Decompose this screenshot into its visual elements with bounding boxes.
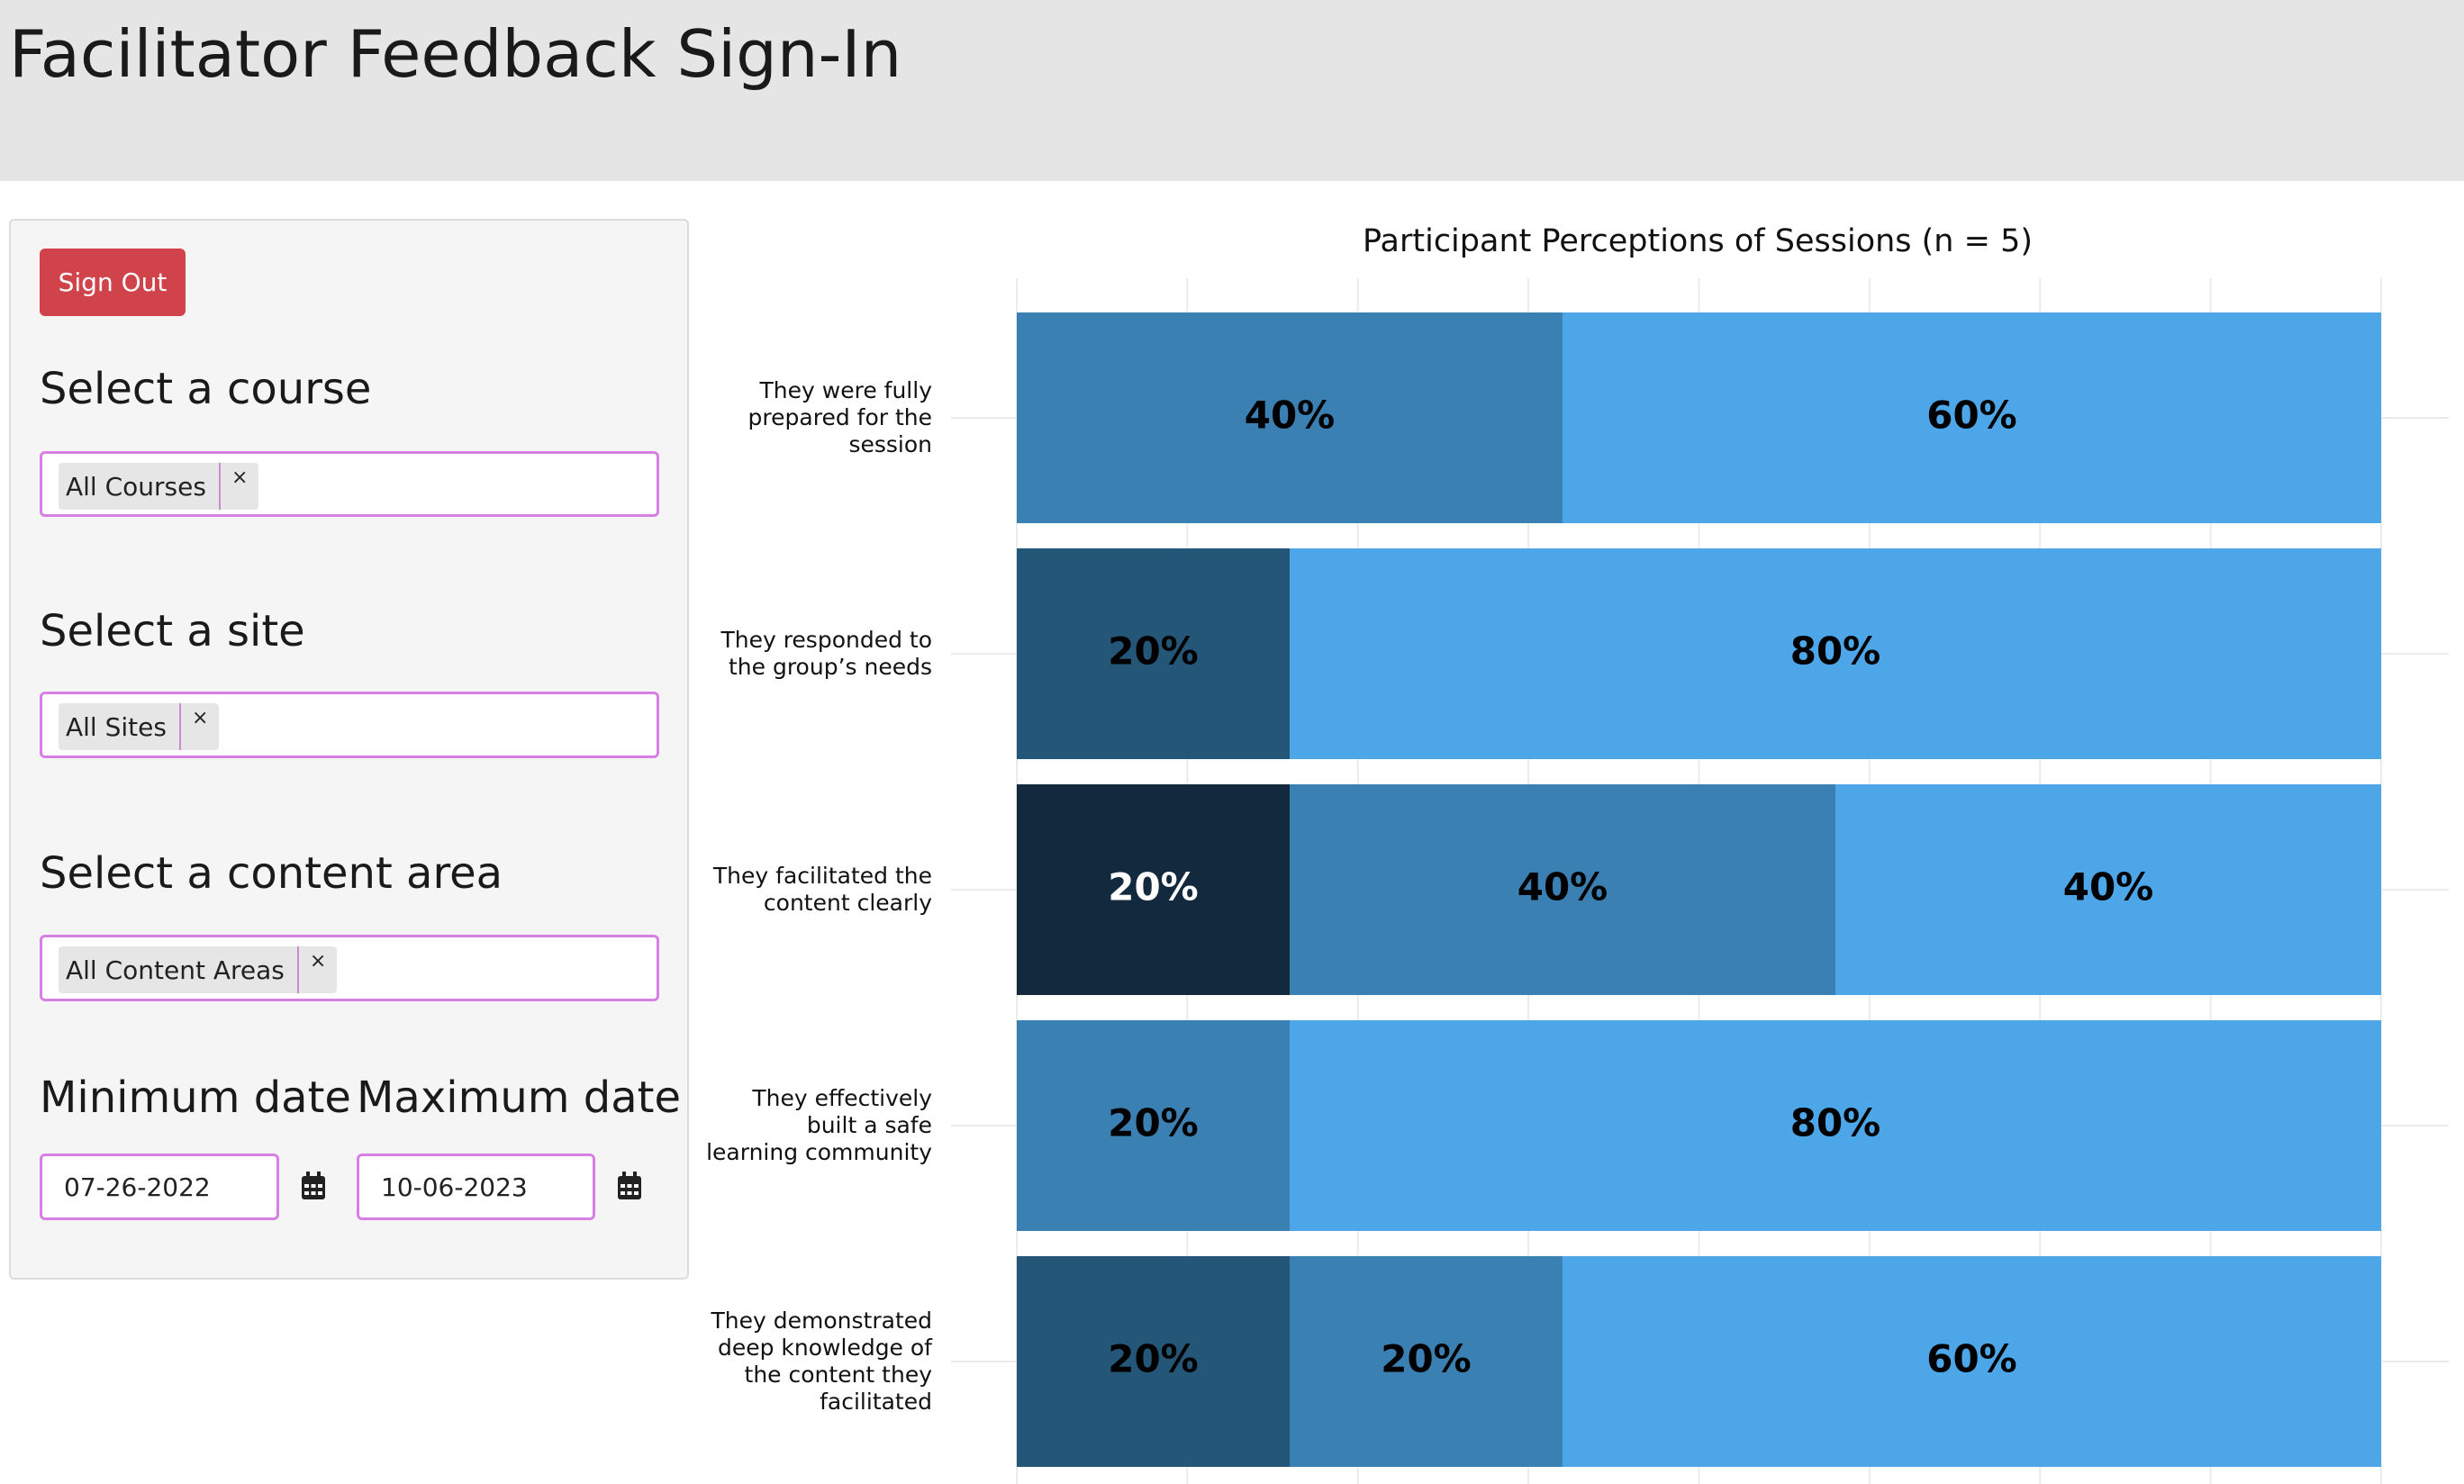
bar-segment: [1563, 312, 2381, 523]
chip-remove[interactable]: ×: [191, 707, 209, 729]
bar-segment: [1017, 548, 1290, 759]
y-tick-label: They responded to the group’s needs: [720, 627, 932, 680]
sign-out-button[interactable]: Sign Out: [40, 249, 186, 316]
max-date-label: Maximum date: [357, 1072, 681, 1123]
bar-segment: [1017, 1020, 1290, 1231]
data-label: 20%: [1381, 1337, 1472, 1381]
bar-segment: [1290, 548, 2381, 759]
bar-segment: [1290, 784, 1835, 995]
bar-segment: [1290, 1256, 1563, 1467]
chip-remove[interactable]: ×: [231, 466, 249, 489]
bar-segment: [1563, 1256, 2381, 1467]
data-label: 80%: [1790, 1101, 1881, 1145]
data-label: 20%: [1108, 865, 1199, 909]
chip-text: All Courses: [59, 463, 221, 510]
chart-title: Participant Perceptions of Sessions (n =…: [1363, 223, 2033, 259]
data-label: 40%: [2063, 865, 2154, 909]
bar-segment: [1017, 1256, 1290, 1467]
calendar-icon[interactable]: [301, 1172, 326, 1200]
data-label: 20%: [1108, 1101, 1199, 1145]
bar-segment: [1017, 784, 1290, 995]
max-date-input[interactable]: 10-06-2023: [357, 1154, 595, 1220]
data-label: 20%: [1108, 629, 1199, 674]
content-area-select[interactable]: All Content Areas ×: [40, 935, 659, 1001]
chip-remove[interactable]: ×: [309, 950, 327, 973]
course-chip: All Courses ×: [59, 463, 259, 510]
course-select[interactable]: All Courses ×: [40, 451, 659, 517]
data-label: 40%: [1517, 865, 1608, 909]
y-tick-label: They effectively built a safe learning c…: [706, 1085, 932, 1165]
y-tick-label: They were fully prepared for the session: [747, 377, 932, 457]
course-label: Select a course: [40, 364, 372, 414]
site-chip: All Sites ×: [59, 703, 220, 750]
bar-segment: [1835, 784, 2381, 995]
chip-text: All Sites: [59, 703, 181, 750]
min-date-input[interactable]: 07-26-2022: [40, 1154, 279, 1220]
data-label: 80%: [1790, 629, 1881, 674]
content-area-label: Select a content area: [40, 848, 503, 899]
y-tick-label: They demonstrated deep knowledge of the …: [711, 1308, 932, 1415]
bar-segment: [1017, 312, 1563, 523]
data-label: 20%: [1108, 1337, 1199, 1381]
data-label: 60%: [1926, 1337, 2017, 1381]
site-select[interactable]: All Sites ×: [40, 692, 659, 758]
bar-segment: [1290, 1020, 2381, 1231]
calendar-icon[interactable]: [617, 1172, 642, 1200]
header: Facilitator Feedback Sign-In: [0, 0, 2464, 181]
chip-text: All Content Areas: [59, 946, 299, 993]
content-area-chip: All Content Areas ×: [59, 946, 338, 993]
page-title: Facilitator Feedback Sign-In: [9, 16, 902, 92]
data-label: 40%: [1245, 394, 1336, 438]
y-tick-label: They facilitated the content clearly: [712, 863, 932, 916]
site-label: Select a site: [40, 606, 305, 656]
data-label: 60%: [1926, 394, 2017, 438]
min-date-label: Minimum date: [40, 1072, 351, 1123]
